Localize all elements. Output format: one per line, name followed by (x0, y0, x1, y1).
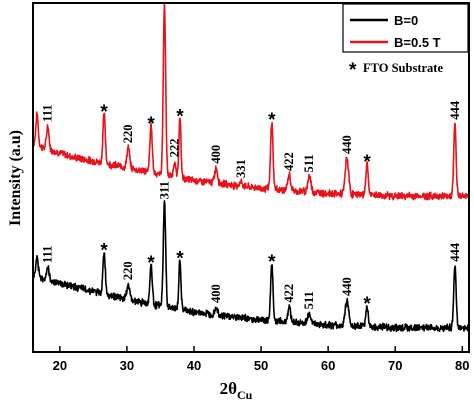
peak-index-label: 222 (167, 139, 181, 158)
legend-label-b0: B=0 (394, 13, 418, 28)
x-tick-label: 60 (321, 358, 335, 373)
peak-star-label: * (363, 152, 371, 173)
peak-index-label: 311 (157, 181, 171, 199)
x-axis: 20 30 40 50 60 70 80 (53, 346, 470, 373)
legend-note-star: * (349, 60, 357, 81)
x-tick-label: 50 (254, 358, 268, 373)
peak-index-label: 444 (448, 100, 462, 120)
peak-index-label: 400 (209, 284, 223, 303)
peak-index-label: 511 (302, 291, 316, 309)
peak-index-label: 422 (282, 152, 296, 171)
series-line-b0 (33, 200, 469, 333)
peak-index-label: 440 (340, 277, 354, 296)
peak-index-label: 422 (282, 284, 296, 303)
peak-star-label: * (176, 106, 184, 127)
peak-index-label: 511 (302, 154, 316, 172)
x-axis-title-main: 2θ (220, 379, 238, 398)
peak-index-label: 400 (209, 145, 223, 164)
plot-frame (32, 2, 470, 353)
x-axis-title-sub: Cu (237, 388, 253, 402)
peak-index-label: 111 (41, 104, 55, 121)
x-tick-label: 30 (120, 358, 134, 373)
legend-box (342, 3, 469, 53)
x-tick-label: 70 (388, 358, 402, 373)
x-axis-title: 2θCu (220, 379, 253, 402)
peak-index-label: 331 (234, 159, 248, 178)
peak-star-label: * (147, 253, 155, 274)
x-tick-label: 20 (53, 358, 67, 373)
peak-star-label: * (100, 240, 108, 261)
peak-index-label: 444 (448, 242, 462, 262)
x-tick-label: 80 (455, 358, 469, 373)
peak-index-label: 440 (340, 135, 354, 154)
peak-star-label: * (100, 102, 108, 123)
peak-star-label: * (268, 110, 276, 131)
peak-star-label: * (268, 252, 276, 273)
x-tick-label: 40 (187, 358, 201, 373)
peak-star-label: * (176, 248, 184, 269)
peak-index-label: 220 (121, 261, 135, 280)
legend-label-b05: B=0.5 T (394, 35, 441, 50)
peak-star-label: * (147, 114, 155, 135)
peak-star-label: * (363, 294, 371, 315)
legend: B=0 B=0.5 T * FTO Substrate (342, 3, 469, 81)
y-axis-title: Intensity (a.u) (7, 130, 24, 226)
peak-index-label: 220 (121, 124, 135, 143)
legend-note-text: FTO Substrate (363, 61, 443, 75)
series-layer (33, 3, 469, 333)
series-line-b05 (33, 3, 469, 201)
peak-index-label: 111 (41, 246, 55, 263)
annotation-layer: 111 * 220 * 311 222 * 400 331 * 422 511 440 * 444 111 * 2… (41, 0, 462, 315)
